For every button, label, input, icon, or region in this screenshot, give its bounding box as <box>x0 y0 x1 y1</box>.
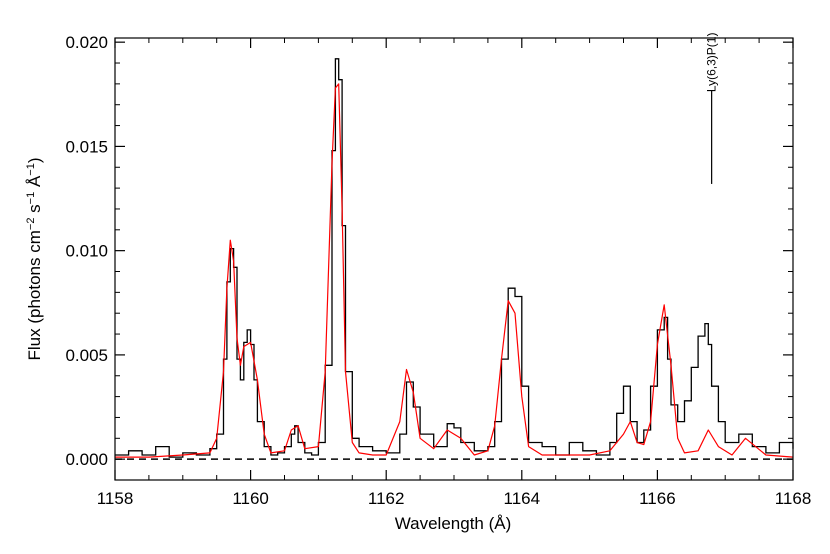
model-spectrum-line <box>115 83 794 458</box>
y-axis-title-part: s <box>25 204 44 217</box>
x-tick-label: 1162 <box>368 489 405 508</box>
y-axis-title-sup: −1 <box>25 192 37 205</box>
y-tick-label: 0.020 <box>65 33 108 52</box>
plot-frame <box>114 37 794 481</box>
y-axis-title: Flux (photons cm−2 s−1 Å−1) <box>25 158 44 361</box>
observed-spectrum-line <box>115 58 794 458</box>
y-tick-label: 0.015 <box>65 137 108 156</box>
x-tick-label: 1164 <box>504 489 541 508</box>
x-tick-label: 1158 <box>97 489 134 508</box>
x-tick-label: 1166 <box>639 489 676 508</box>
x-tick-label: 1160 <box>232 489 269 508</box>
y-tick-label: 0.010 <box>65 242 108 261</box>
y-tick-label: 0.000 <box>65 450 108 469</box>
annotation-label: Ly(6,3)P(1) <box>705 33 719 93</box>
x-tick-label: 1168 <box>775 489 812 508</box>
y-axis-title-sup: −1 <box>25 163 37 176</box>
y-axis-title-part: Å <box>25 175 44 192</box>
y-axis-title-part: ) <box>25 158 44 164</box>
x-axis-title: Wavelength (Å) <box>395 514 512 533</box>
y-tick-label: 0.005 <box>65 346 108 365</box>
y-axis-title-part: Flux (photons cm <box>25 230 44 360</box>
y-axis-title-sup: −2 <box>25 218 37 231</box>
plot-area: 1158 1160 1162 1164 1166 1168 0.000 0.005 0.010 0… <box>65 33 811 508</box>
